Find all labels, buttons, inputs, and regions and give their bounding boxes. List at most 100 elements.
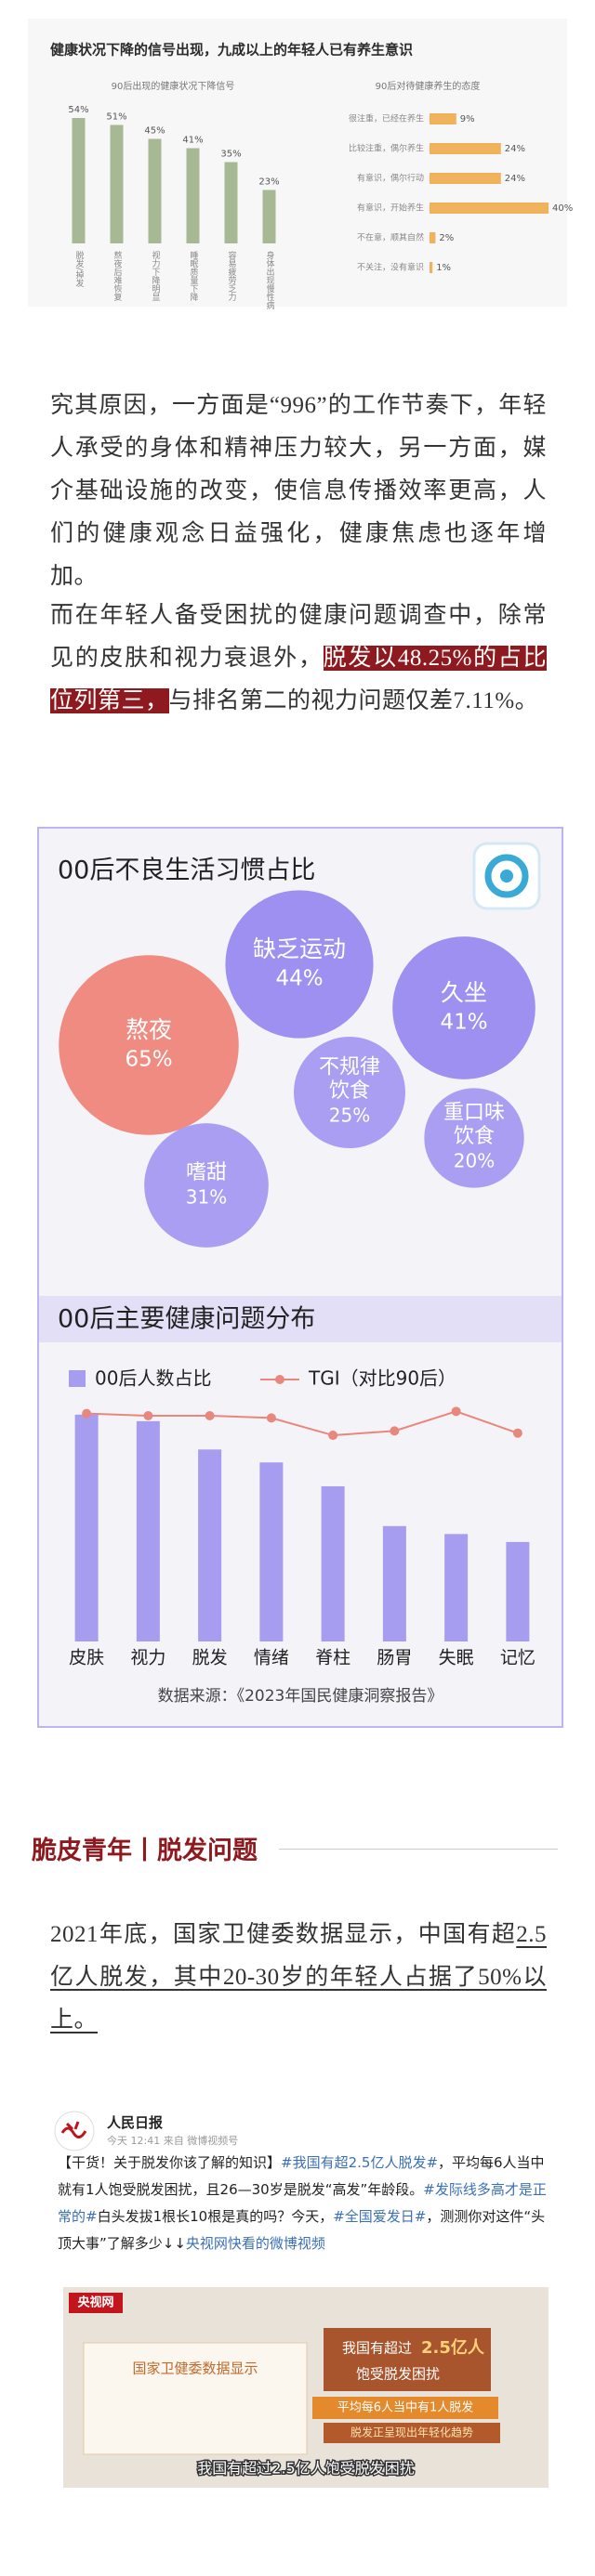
headline: 饱受脱发困扰 [356,2366,440,2383]
x-tick-label: 皮肤 [69,1648,104,1668]
line [86,1410,519,1437]
logo [472,842,541,910]
caption: 我国有超过2.5亿人饱受脱发困扰 [197,2460,414,2478]
category-label: 不关注，没有意识 [357,262,424,273]
bar [136,1420,160,1641]
chart-title: 00后主要健康问题分布 [58,1305,315,1334]
figure-title: 健康状况下降的信号出现，九成以上的年轻人已有养生意识 [50,42,413,59]
bubble [424,1088,524,1188]
bubble-value: 25% [329,1105,370,1127]
bar [198,1449,222,1641]
line-point [143,1411,153,1421]
text: 【干货！关于脱发你该了解的知识】 [58,2154,282,2171]
line-point [390,1426,400,1436]
title-band [39,1296,562,1342]
bar [430,262,433,273]
bar [186,148,200,243]
line-point [328,1431,338,1441]
weibo-text: 【干货！关于脱发你该了解的知识】#我国有超2.5亿人脱发#，平均每6人当中就有1… [58,2150,550,2257]
text: 白头发拔1根长10根是真的吗？今天， [97,2208,334,2225]
line-point [266,1413,276,1423]
source: 数据来源：《2023年国民健康洞察报告》 [158,1687,443,1706]
category-label: 睡眠质量下降 [189,250,199,302]
bar [430,232,436,243]
bar [382,1525,406,1641]
underlined-text: 2.5亿人脱发，其中20-30岁的年轻人占据了50%以上。 [50,1922,547,2033]
value-label: 41% [182,136,203,146]
bar [262,190,276,243]
band-text: 脱发正呈现出年轻化趋势 [350,2426,473,2439]
line-point [451,1406,461,1417]
paragraph: 究其原因，一方面是“996”的工作节奏下，年轻人承受的身体和精神压力较大，另一方… [50,393,547,589]
bubble [392,936,536,1079]
text: 2021年底，国家卫健委数据显示，中国有超 [50,1922,517,1947]
legend-label: TGI（对比90后） [308,1367,456,1390]
author[interactable]: 人民日报 [107,2114,164,2131]
category-label: 有意识，偶尔行动 [357,173,424,184]
hashtag[interactable]: #全国爱发日# [333,2208,427,2225]
line-point [512,1428,522,1438]
bar [430,143,501,154]
bubble-label: 缺乏运动 [253,935,346,962]
hashtag[interactable]: #我国有超2.5亿人脱发# [281,2154,439,2171]
video-link[interactable]: 央视网快看的微博视频 [185,2235,325,2252]
bubble-value: 65% [125,1047,172,1071]
category-label: 身体出现慢性病 [265,250,275,310]
category-label: 脱发/掉发 [74,250,85,288]
bar [72,118,86,243]
bar [224,162,238,243]
x-tick-label: 视力 [130,1648,165,1668]
text: 与排名第二的视力问题仅差7.11%。 [168,688,539,713]
paragraph: 2021年底，国家卫健委数据显示，中国有超2.5亿人脱发，其中20-30岁的年轻… [50,1914,547,2042]
x-tick-label: 失眠 [439,1648,474,1668]
card-text: 国家卫健委数据显示 [132,2360,258,2377]
value-label: 45% [144,126,165,137]
text: ，平均每6人当中就有1人饱受脱发困扰，且26—30岁是脱发“高发”年龄段。 [58,2154,545,2198]
category-label: 很注重，已经在养生 [349,113,424,124]
x-tick-label: 脊柱 [315,1648,350,1668]
bubble [225,890,374,1039]
paragraph: 而在年轻人备受困扰的健康问题调查中，除常见的皮肤和视力衰退外，脱发以48.25%… [50,595,547,723]
text: 而在年轻人备受困扰的健康问题调查中，除常见的皮肤和视力衰退外， [50,603,547,671]
bar [430,113,456,124]
chart-subtitle: 90后出现的健康状况下降信号 [112,80,235,92]
bar [321,1485,345,1641]
chart-subtitle: 90后对待健康养生的态度 [376,80,481,92]
chart-title: 00后不良生活习惯占比 [58,856,315,885]
category-label: 视力下降明显 [151,250,161,301]
category-label: 容易疲劳乏力 [227,250,237,302]
value-label: 23% [258,177,279,188]
bubble-label: 重口味饮食 [443,1102,505,1148]
figure-top: 健康状况下降的信号出现，九成以上的年轻人已有养生意识 90后出现的健康状况下降信… [28,19,573,310]
value-label: 35% [220,150,241,160]
infographic: 00后不良生活习惯占比 00后主要健康问题分布 数据来源：《2023年国民健康洞… [37,827,563,1728]
figure-bg [28,19,567,307]
category-label: 比较注重，偶尔养生 [349,143,424,154]
bar [444,1534,469,1641]
value-label: 24% [505,174,525,184]
divider [279,1849,558,1850]
band-text: 平均每6人当中有1人脱发 [337,2400,474,2415]
hashtag[interactable]: #发际线多高才是正常的# [58,2181,547,2225]
bubble [59,955,239,1135]
bubble-label: 嗜甜 [186,1161,227,1184]
bar [430,203,549,214]
category-label: 不在意，顺其自然 [357,232,424,243]
bar [430,173,501,184]
x-tick-label: 情绪 [254,1648,289,1668]
bar [148,138,162,243]
value-label: 24% [505,144,525,154]
bar [74,1414,99,1641]
legend-label: 00后人数占比 [95,1367,211,1390]
legend-marker [275,1375,284,1384]
line-point [82,1408,92,1419]
avatar[interactable] [54,2111,95,2151]
video-thumbnail[interactable]: 央视网 国家卫健委数据显示 我国有超过 2.5亿人 饱受脱发困扰 平均每6人当中… [63,2287,549,2488]
bubble-label: 久坐 [441,979,487,1006]
bubble-label: 不规律饮食 [319,1056,380,1103]
bubble-value: 44% [275,966,323,990]
meta: 今天 12:41 来自 微博视频号 [107,2135,239,2147]
category-label: 熬夜后难恢复 [112,250,123,302]
value-label: 54% [68,105,88,115]
x-tick-label: 脱发 [192,1648,228,1668]
